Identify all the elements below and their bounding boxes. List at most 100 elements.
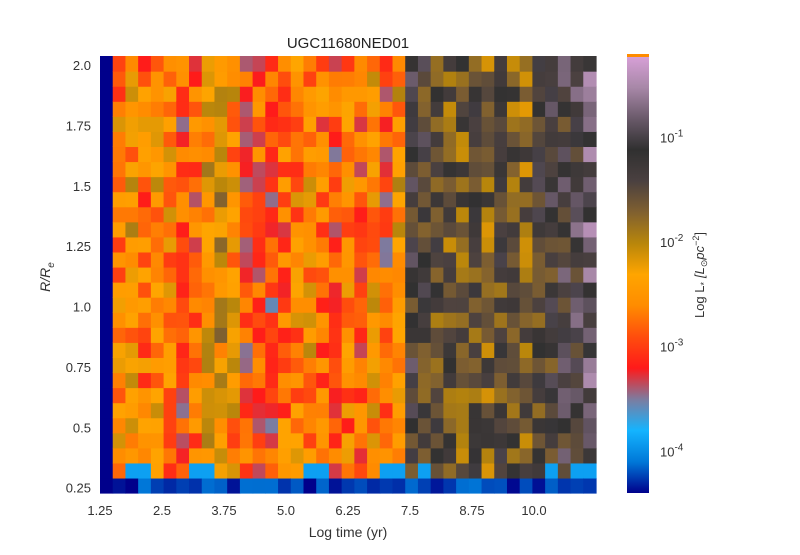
heatmap-cell (417, 56, 432, 72)
heatmap-cell (557, 342, 572, 358)
heatmap-cell (468, 462, 483, 479)
heatmap-cell (265, 312, 279, 328)
heatmap-cell (176, 131, 190, 148)
heatmap-cell (316, 447, 330, 464)
heatmap-cell (328, 56, 343, 72)
heatmap-cell (506, 266, 521, 283)
heatmap-cell (290, 432, 305, 449)
heatmap-cell (239, 161, 254, 178)
y-tick-label: 0.25 (66, 481, 91, 496)
heatmap-cell (532, 221, 546, 238)
heatmap-cell (430, 221, 444, 238)
heatmap-cell (214, 447, 228, 464)
heatmap-cell (519, 357, 534, 374)
heatmap-cell (214, 86, 228, 102)
heatmap-cell (278, 101, 292, 117)
heatmap-cell (367, 342, 381, 358)
heatmap-cell (100, 387, 114, 404)
heatmap-cell (328, 131, 343, 148)
heatmap-cell (303, 191, 317, 208)
heatmap-cell (456, 56, 470, 72)
heatmap-cell (163, 191, 177, 208)
heatmap-cell (316, 357, 330, 374)
heatmap-cell (367, 176, 381, 193)
heatmap-cell (430, 477, 444, 494)
heatmap-cell (163, 432, 177, 449)
heatmap-cell (545, 56, 559, 72)
colorbar-top-cap (627, 54, 649, 57)
heatmap-cell (545, 146, 559, 163)
heatmap-cell (150, 282, 165, 298)
heatmap-cell (138, 146, 152, 163)
heatmap-cell (379, 447, 394, 464)
y-tick-labels: 0.25 0.5 0.75 1.0 1.25 1.5 1.75 2.0 (66, 58, 91, 496)
heatmap-cell (367, 161, 381, 178)
heatmap-cell (430, 176, 444, 193)
heatmap-cell (189, 86, 203, 102)
heatmap-cell (239, 297, 254, 313)
heatmap-cell (303, 146, 317, 163)
heatmap-cell (354, 251, 368, 268)
heatmap-cell (163, 282, 177, 298)
heatmap-cell (583, 417, 597, 434)
heatmap-cell (303, 297, 317, 313)
heatmap-cell (532, 327, 546, 343)
heatmap-cell (570, 56, 584, 72)
heatmap-cell (252, 251, 266, 268)
heatmap-cell (430, 146, 444, 163)
x-tick-label: 8.75 (459, 503, 484, 518)
heatmap-cell (557, 477, 572, 494)
heatmap-cell (354, 206, 368, 223)
heatmap-cell (443, 176, 457, 193)
heatmap-cell (392, 297, 406, 313)
heatmap-cell (570, 266, 584, 283)
heatmap-cell (290, 417, 305, 434)
heatmap-cell (290, 387, 305, 404)
heatmap-cell (392, 266, 406, 283)
heatmap-cell (290, 462, 305, 479)
heatmap-cell (405, 372, 419, 389)
heatmap-cell (481, 146, 495, 163)
heatmap-cell (506, 462, 521, 479)
heatmap-cell (519, 236, 534, 253)
heatmap-cell (316, 86, 330, 102)
heatmap-cell (316, 101, 330, 117)
heatmap-cell (176, 357, 190, 374)
heatmap-cell (100, 161, 114, 178)
heatmap-cell (316, 282, 330, 298)
heatmap-cell (417, 282, 432, 298)
heatmap-cell (138, 327, 152, 343)
x-tick-label: 6.25 (335, 503, 360, 518)
heatmap-cell (252, 131, 266, 148)
heatmap-cell (494, 206, 508, 223)
heatmap-cell (456, 116, 470, 132)
heatmap-cell (341, 101, 355, 117)
heatmap-cell (201, 432, 216, 449)
heatmap-cell (278, 251, 292, 268)
heatmap-cell (290, 131, 305, 148)
x-tick-label: 1.25 (87, 503, 112, 518)
heatmap-cell (532, 402, 546, 419)
heatmap-cell (468, 312, 483, 328)
heatmap-cell (481, 131, 495, 148)
heatmap-cell (367, 462, 381, 479)
heatmap-cell (354, 86, 368, 102)
heatmap-cell (265, 161, 279, 178)
heatmap-cell (214, 101, 228, 117)
heatmap-cell (303, 372, 317, 389)
heatmap-cell (328, 266, 343, 283)
heatmap-cell (583, 161, 597, 178)
heatmap-cell (506, 447, 521, 464)
heatmap-cell (430, 266, 444, 283)
heatmap-cell (456, 146, 470, 163)
heatmap-cell (316, 206, 330, 223)
heatmap-cell (227, 372, 241, 389)
heatmap-cell (150, 327, 165, 343)
heatmap-cell (100, 357, 114, 374)
heatmap-cell (125, 312, 139, 328)
heatmap-cell (379, 56, 394, 72)
heatmap-cell (494, 447, 508, 464)
heatmap-cell (557, 297, 572, 313)
heatmap-cell (303, 56, 317, 72)
heatmap-cell (252, 71, 266, 87)
